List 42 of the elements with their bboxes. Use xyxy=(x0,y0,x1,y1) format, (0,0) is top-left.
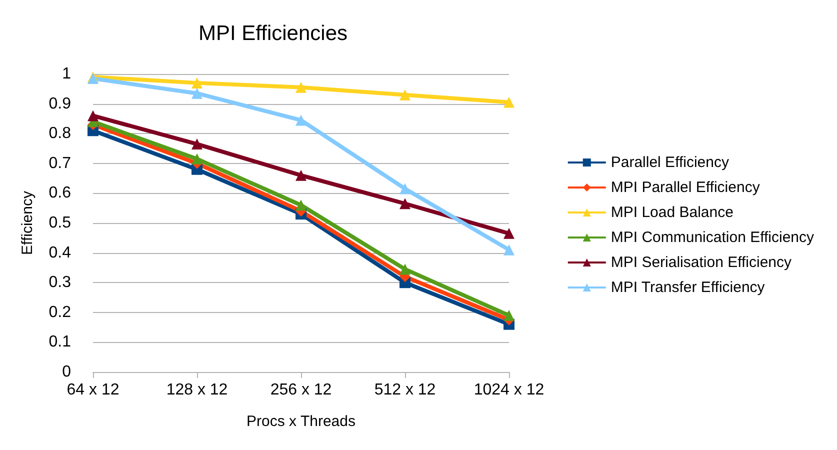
point xyxy=(504,310,514,321)
chart-title: MPI Efficiencies xyxy=(198,22,348,45)
point xyxy=(504,96,514,108)
point xyxy=(192,153,202,164)
point xyxy=(192,88,202,99)
y-axis-title: Efficiency xyxy=(19,190,36,255)
point xyxy=(400,264,410,275)
point xyxy=(504,228,514,239)
point xyxy=(400,183,410,194)
legend-label: MPI Communication Efficiency xyxy=(610,229,814,246)
x-tick-label: 128 x 12 xyxy=(166,382,228,398)
y-tick-label: 0.8 xyxy=(48,125,72,142)
y-tick-label: 0.7 xyxy=(48,154,72,172)
y-tick-label: 1 xyxy=(62,66,72,82)
y-tick-label: 0.5 xyxy=(48,214,72,232)
legend-label: Parallel Efficiency xyxy=(610,154,730,171)
y-tick-label: 0.1 xyxy=(48,334,72,351)
point xyxy=(296,114,306,126)
legend-label: MPI Transfer Efficiency xyxy=(610,279,766,296)
point xyxy=(296,200,306,211)
y-tick-label: 0.2 xyxy=(48,304,72,321)
x-tick-label: 512 x 12 xyxy=(374,382,436,398)
point xyxy=(296,170,306,181)
x-tick-label: 256 x 12 xyxy=(270,382,332,398)
point xyxy=(504,244,514,256)
point xyxy=(192,77,202,88)
point xyxy=(400,89,410,100)
legend-label: MPI Load Balance xyxy=(610,204,734,221)
point xyxy=(400,198,410,210)
y-tick-label: 0.9 xyxy=(48,95,72,112)
point xyxy=(296,82,306,93)
legend-label: MPI Serialisation Efficiency xyxy=(610,254,792,271)
y-tick-label: 0.6 xyxy=(48,184,72,202)
x-tick-label: 1024 x 12 xyxy=(474,382,544,398)
y-tick-label: 0.4 xyxy=(48,244,72,262)
point xyxy=(192,138,202,150)
x-axis-title: Procs x Threads xyxy=(246,413,356,430)
y-tick-label: 0.3 xyxy=(48,274,72,292)
point xyxy=(88,110,98,122)
legend-label: MPI Parallel Efficiency xyxy=(610,179,760,196)
y-tick-label: 0 xyxy=(62,364,72,380)
x-tick-label: 64 x 12 xyxy=(66,382,120,398)
